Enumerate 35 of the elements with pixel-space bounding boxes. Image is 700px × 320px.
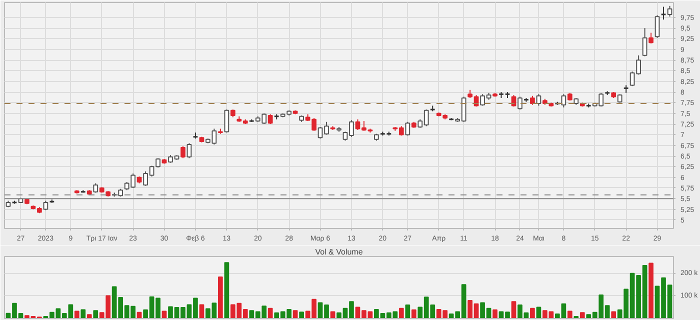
candlestick [642, 28, 648, 57]
candlestick [268, 114, 273, 125]
bar [648, 262, 654, 318]
bar [199, 304, 204, 318]
bar [580, 312, 585, 318]
bar [330, 311, 336, 318]
bar [218, 276, 223, 318]
bar [511, 301, 516, 318]
bar [567, 310, 572, 318]
bar [611, 311, 616, 318]
candlestick [180, 146, 186, 159]
candlestick [186, 142, 192, 159]
bar [536, 306, 542, 318]
bar [292, 310, 298, 318]
bar [74, 310, 80, 318]
bar [492, 309, 498, 318]
bar [93, 310, 98, 318]
chart-title: Vol & Volume [315, 248, 364, 256]
candlestick [518, 96, 522, 110]
bar [411, 309, 416, 318]
bar [268, 308, 273, 318]
candlestick [648, 32, 654, 44]
bar [80, 309, 86, 318]
bar [224, 262, 230, 318]
candlestick [654, 14, 660, 38]
bar [398, 308, 404, 318]
candlestick [667, 5, 672, 18]
bar [86, 314, 92, 318]
candlestick [224, 109, 230, 134]
candlestick [660, 6, 666, 20]
bar [530, 308, 535, 318]
bar [405, 304, 410, 318]
bar [299, 312, 304, 318]
candlestick [561, 94, 566, 108]
candlestick [405, 121, 410, 136]
